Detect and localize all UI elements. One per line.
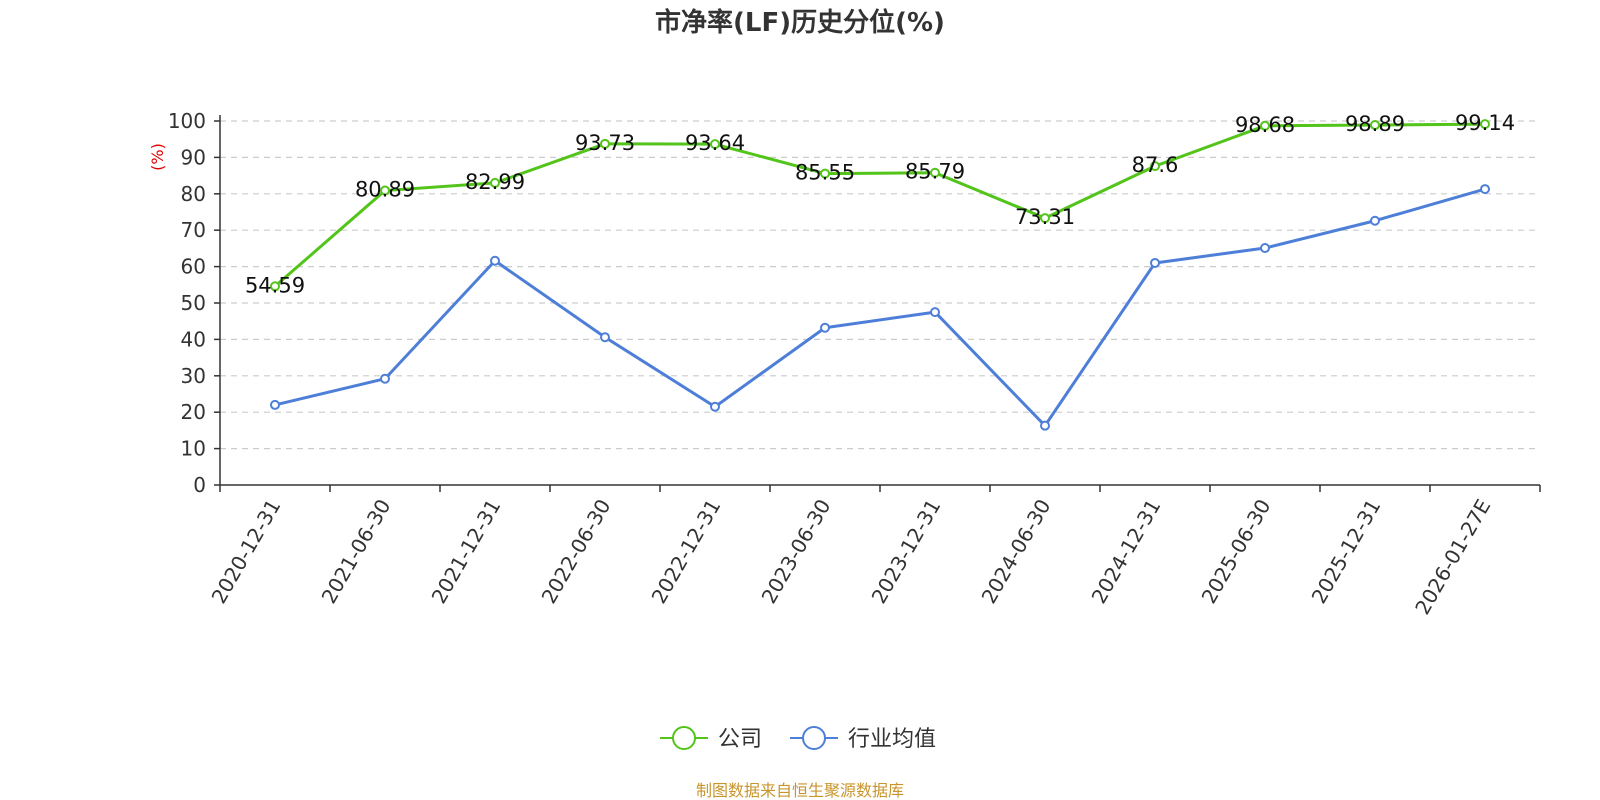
grid-lines bbox=[220, 120, 1540, 450]
x-tick-label: 2021-12-31 bbox=[426, 495, 505, 608]
data-point bbox=[930, 307, 940, 318]
chart-title: 市净率(LF)历史分位(%) bbox=[655, 7, 945, 38]
y-tick-label: 80 bbox=[181, 182, 206, 206]
x-tick-label: 2023-12-31 bbox=[866, 495, 945, 608]
data-point bbox=[710, 401, 720, 412]
legend-item: 行业均值 bbox=[790, 726, 936, 752]
data-point bbox=[710, 139, 720, 150]
x-tick-label: 2025-06-30 bbox=[1196, 495, 1275, 608]
data-label: 85.55 bbox=[795, 161, 855, 185]
series-layer: 54.59 80.89 82.99 93.73 93.64 85.55 85.79 73.31… bbox=[245, 111, 1515, 431]
series-line bbox=[274, 187, 1486, 428]
y-tick-label: 60 bbox=[181, 255, 206, 279]
data-label: 54.59 bbox=[245, 273, 305, 297]
legend-marker bbox=[672, 726, 696, 750]
x-tick-label: 2023-06-30 bbox=[756, 495, 835, 608]
data-label: 87.6 bbox=[1132, 153, 1179, 177]
data-point bbox=[1260, 243, 1270, 254]
data-label: 98.68 bbox=[1235, 113, 1295, 137]
legend-item: 公司 bbox=[660, 726, 762, 752]
legend-marker bbox=[802, 726, 826, 750]
data-point bbox=[490, 177, 500, 188]
axes bbox=[219, 115, 1540, 486]
data-point bbox=[1150, 161, 1160, 172]
x-tick-label: 2025-12-31 bbox=[1306, 495, 1385, 608]
y-tick-label: 40 bbox=[181, 327, 206, 351]
data-label: 99.14 bbox=[1455, 111, 1515, 135]
data-label: 80.89 bbox=[355, 178, 415, 202]
data-point bbox=[490, 255, 500, 266]
legend-label: 公司 bbox=[718, 727, 762, 752]
data-point bbox=[1260, 120, 1270, 131]
data-point bbox=[600, 138, 610, 149]
y-tick-label: 0 bbox=[193, 473, 206, 497]
data-label: 82.99 bbox=[465, 170, 525, 194]
data-label: 73.31 bbox=[1015, 205, 1075, 229]
data-point bbox=[1480, 184, 1490, 195]
y-tick-label: 50 bbox=[181, 291, 206, 315]
series-line bbox=[274, 122, 1486, 288]
data-point bbox=[380, 185, 390, 196]
x-tick-label: 2024-06-30 bbox=[976, 495, 1055, 608]
data-label: 93.64 bbox=[685, 131, 745, 155]
y-axis-label: (%) bbox=[148, 143, 167, 171]
data-point bbox=[1370, 215, 1380, 226]
data-label: 93.73 bbox=[575, 131, 635, 155]
data-point bbox=[1040, 213, 1050, 224]
x-tick-label: 2020-12-31 bbox=[206, 495, 285, 608]
data-point bbox=[1040, 420, 1050, 431]
x-tick-label: 2024-12-31 bbox=[1086, 495, 1165, 608]
y-tick-label: 90 bbox=[181, 145, 206, 169]
data-point bbox=[380, 373, 390, 384]
data-point bbox=[930, 167, 940, 178]
data-point bbox=[600, 332, 610, 343]
data-point bbox=[1370, 120, 1380, 131]
x-axis-ticks: 2020-12-31 2021-06-30 2021-12-31 2022-06-30… bbox=[206, 485, 1541, 619]
series-industry-average bbox=[270, 184, 1490, 431]
y-axis-ticks: 0 10 20 30 40 50 60 70 80 90 100 bbox=[168, 109, 220, 497]
x-tick-label: 2022-06-30 bbox=[536, 495, 615, 608]
y-tick-label: 20 bbox=[181, 400, 206, 424]
legend-label: 行业均值 bbox=[848, 727, 936, 752]
y-tick-label: 70 bbox=[181, 218, 206, 242]
data-point bbox=[270, 281, 280, 292]
data-point bbox=[270, 399, 280, 410]
data-label: 98.89 bbox=[1345, 112, 1405, 136]
series-company: 54.59 80.89 82.99 93.73 93.64 85.55 85.79 73.31… bbox=[245, 111, 1515, 297]
data-source-note: 制图数据来自恒生聚源数据库 bbox=[696, 781, 904, 800]
legend: 公司 行业均值 bbox=[660, 726, 936, 752]
y-tick-label: 10 bbox=[181, 437, 206, 461]
x-tick-label: 2026-01-27E bbox=[1410, 495, 1495, 619]
data-point bbox=[820, 322, 830, 333]
y-tick-label: 30 bbox=[181, 364, 206, 388]
data-label: 85.79 bbox=[905, 160, 965, 184]
y-tick-label: 100 bbox=[168, 109, 206, 133]
data-point bbox=[820, 168, 830, 179]
data-point bbox=[1150, 257, 1160, 268]
x-tick-label: 2021-06-30 bbox=[316, 495, 395, 608]
data-point bbox=[1480, 119, 1490, 130]
x-tick-label: 2022-12-31 bbox=[646, 495, 725, 608]
